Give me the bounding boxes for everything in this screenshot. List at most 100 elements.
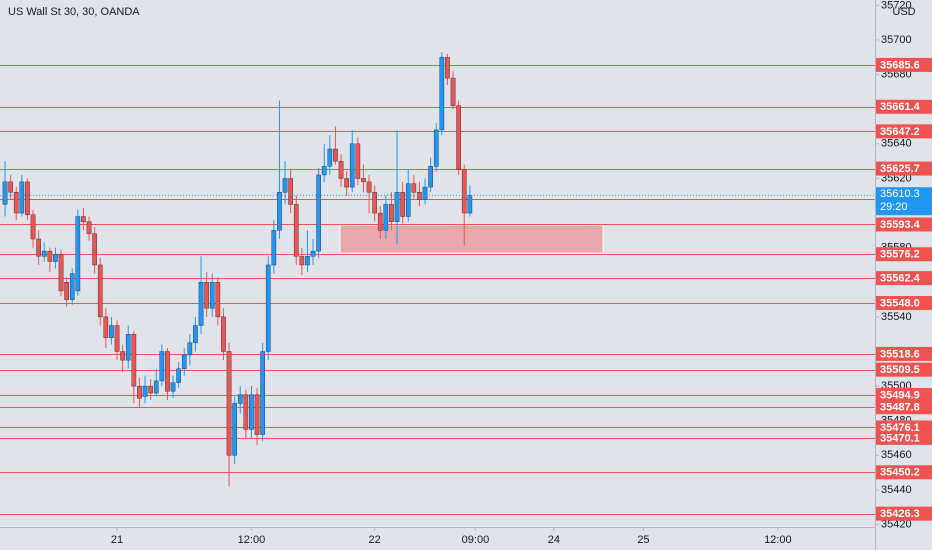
- level-label: 35661.4: [880, 101, 921, 113]
- y-tick-label: 35540: [881, 311, 912, 323]
- level-label-bg: [876, 506, 932, 521]
- candle-body: [254, 394, 260, 435]
- candle-body: [237, 394, 243, 404]
- candle-body: [433, 129, 439, 167]
- x-tick-label: 12:00: [764, 534, 792, 546]
- x-tick-label: 25: [637, 534, 649, 546]
- candle-body: [153, 380, 159, 394]
- candle-body: [260, 351, 265, 435]
- candle-body: [361, 178, 366, 183]
- candle-body: [103, 316, 109, 338]
- candle-body: [305, 256, 310, 266]
- y-tick-label: 35440: [881, 484, 912, 496]
- candle-body: [411, 183, 417, 193]
- x-tick-label: 09:00: [462, 534, 490, 546]
- candle-body: [181, 354, 187, 370]
- level-label: 35685.6: [880, 59, 920, 71]
- candle-body: [125, 333, 131, 361]
- level-label: 35487.8: [880, 402, 920, 414]
- level-label-bg: [876, 124, 932, 139]
- candle-body: [170, 382, 176, 392]
- x-tick-label: 22: [369, 534, 381, 546]
- level-label-bg: [876, 430, 932, 445]
- candle-body: [47, 250, 53, 262]
- candle-body: [30, 214, 36, 240]
- candle-body: [422, 186, 428, 200]
- candle-body: [86, 221, 92, 235]
- candle-body: [137, 385, 142, 399]
- candle-body: [456, 105, 461, 170]
- level-label-bg: [876, 400, 932, 415]
- y-tick-label: 35640: [881, 138, 912, 150]
- level-label: 35450.2: [880, 467, 920, 479]
- candle-body: [428, 166, 433, 188]
- candle-body: [8, 181, 13, 193]
- level-label-bg: [876, 57, 932, 72]
- candle-body: [372, 192, 377, 214]
- level-label: 35576.2: [880, 249, 920, 261]
- candle-body: [355, 143, 361, 179]
- candle-body: [316, 174, 321, 252]
- candle-body: [394, 192, 400, 222]
- level-label-bg: [876, 387, 932, 402]
- level-label: 35518.6: [880, 348, 920, 360]
- level-label-bg: [876, 346, 932, 361]
- candle-body: [288, 178, 293, 205]
- candle-body: [310, 250, 316, 257]
- level-label-bg: [876, 161, 932, 176]
- candle-body: [198, 282, 204, 326]
- candle-body: [69, 273, 75, 300]
- candle-body: [338, 160, 344, 179]
- countdown: 29:20: [880, 201, 908, 213]
- candle-body: [25, 181, 30, 215]
- last-price-label: 35610.3: [880, 188, 920, 200]
- x-tick-label: 21: [111, 534, 123, 546]
- level-label: 35647.2: [880, 126, 920, 138]
- candle-body: [445, 57, 450, 79]
- candle-body: [400, 192, 405, 217]
- level-label-bg: [876, 362, 932, 377]
- candle-body: [282, 178, 288, 193]
- candle-body: [405, 183, 411, 217]
- candle-body: [461, 169, 467, 214]
- candle-body: [176, 368, 181, 383]
- level-label-bg: [876, 465, 932, 480]
- level-label: 35593.4: [880, 219, 921, 231]
- y-tick-label: 35420: [881, 518, 912, 530]
- candle-body: [265, 264, 271, 352]
- candle-body: [450, 77, 456, 106]
- candle-body: [293, 204, 299, 257]
- level-label: 35562.4: [880, 273, 921, 285]
- candle-body: [299, 256, 305, 266]
- level-label: 35470.1: [880, 432, 920, 444]
- candle-body: [366, 181, 372, 193]
- candle-body: [2, 181, 8, 205]
- candle-body: [349, 143, 355, 188]
- level-label: 35426.3: [880, 508, 920, 520]
- candle-body: [75, 216, 81, 292]
- candle-body: [277, 192, 282, 231]
- candle-body: [53, 254, 58, 262]
- x-tick-label: 12:00: [238, 534, 266, 546]
- chart-title: US Wall St 30, 30, OANDA: [8, 6, 140, 18]
- candle-body: [36, 238, 41, 257]
- candle-body: [226, 351, 232, 456]
- candle-body: [64, 282, 69, 300]
- y-tick-label: 35460: [881, 449, 912, 461]
- candle-body: [159, 351, 165, 382]
- candle-body: [204, 282, 209, 309]
- candle-body: [187, 342, 193, 356]
- candle-body: [165, 351, 170, 392]
- currency: USD: [892, 6, 915, 18]
- candle-body: [81, 216, 86, 222]
- level-label-bg: [876, 247, 932, 262]
- candle-body: [97, 264, 103, 318]
- candle-body: [114, 325, 120, 352]
- y-tick-label: 35720: [881, 0, 912, 11]
- candle-body: [467, 195, 473, 214]
- candle-body: [249, 394, 254, 430]
- level-label-bg: [876, 99, 932, 114]
- candle-body: [383, 204, 389, 231]
